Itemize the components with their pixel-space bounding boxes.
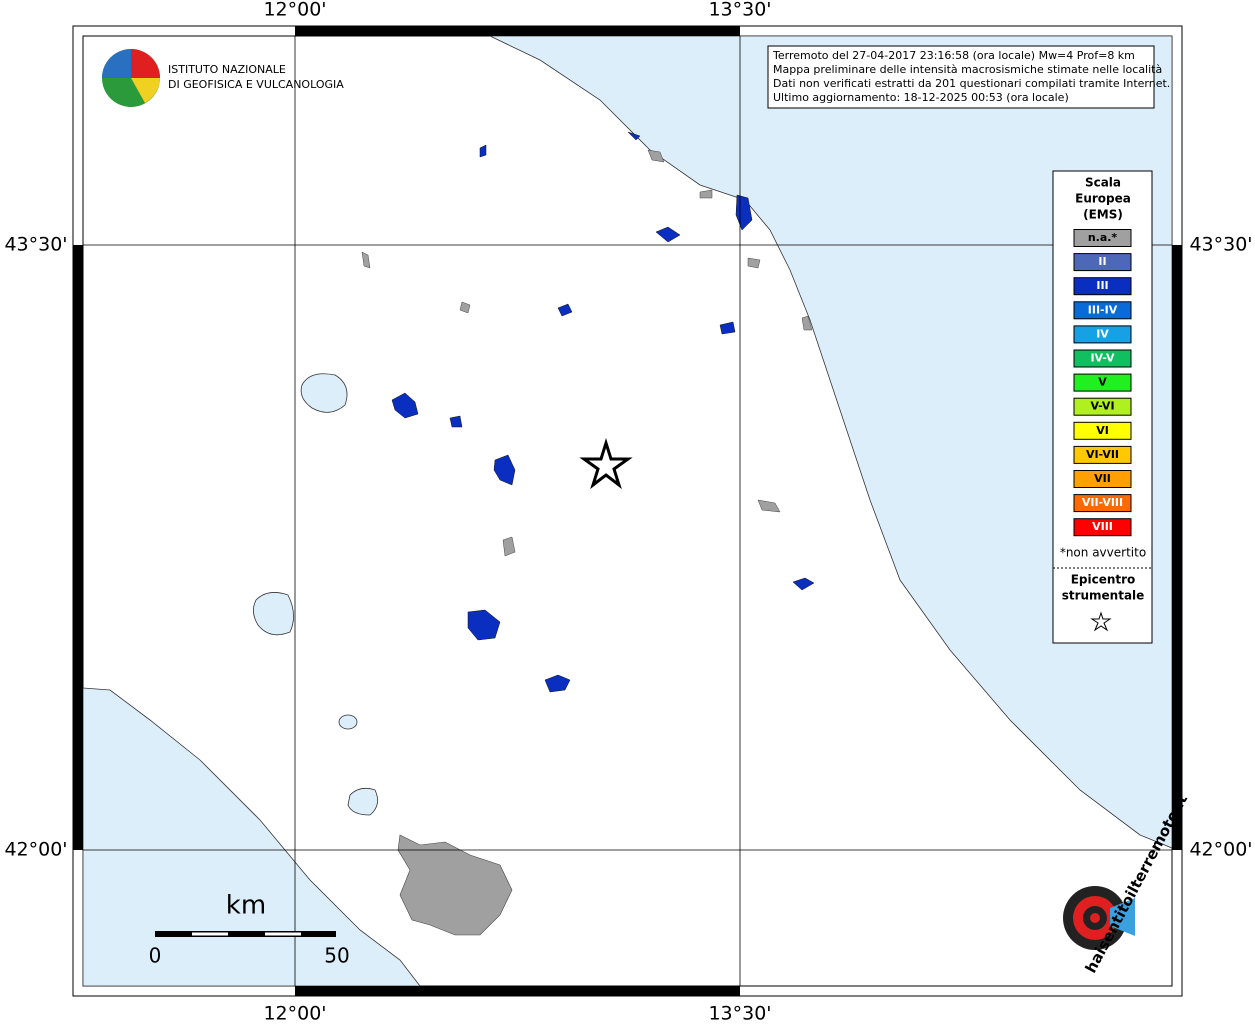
legend-label: V	[1098, 376, 1107, 389]
info-line: Ultimo aggiornamento: 18-12-2025 00:53 (…	[773, 91, 1069, 104]
legend-star	[1090, 611, 1112, 632]
legend-label: V-VI	[1090, 400, 1114, 413]
localities	[391, 131, 815, 693]
legend-swatch	[1073, 518, 1132, 537]
legend-swatch	[1073, 421, 1132, 440]
legend-swatch	[1073, 301, 1132, 320]
legend-label: VII	[1094, 472, 1111, 485]
scale-label: 0	[149, 944, 162, 968]
legend-swatch	[1073, 277, 1132, 296]
legend-label: VII-VIII	[1082, 496, 1123, 509]
info-line: Dati non verificati estratti da 201 ques…	[773, 77, 1170, 90]
lat-label: 43°30'	[4, 234, 67, 256]
legend-note: *non avvertito	[1060, 546, 1146, 560]
lon-label: 12°00'	[263, 1003, 326, 1025]
legend-swatch	[1073, 373, 1132, 392]
legend-epicenter: strumentale	[1062, 589, 1145, 603]
legend-label: II	[1098, 255, 1106, 268]
legend-label: III-IV	[1088, 303, 1118, 316]
lat-label: 43°30'	[1189, 234, 1252, 256]
scale-bar: km 0 50	[149, 891, 350, 968]
info-box	[767, 45, 1155, 109]
localities-na	[361, 149, 813, 557]
legend-label: IV	[1096, 327, 1109, 340]
legend-label: VI-VII	[1086, 448, 1119, 461]
legend-label: VIII	[1092, 520, 1113, 533]
ingv-logo: ISTITUTO NAZIONALE DI GEOFISICA E VULCAN…	[102, 49, 344, 107]
logo-text: DI GEOFISICA E VULCANOLOGIA	[168, 78, 344, 91]
legend-swatch	[1073, 397, 1132, 416]
legend-title: (EMS)	[1083, 208, 1123, 222]
legend-swatch	[1073, 325, 1132, 344]
legend-swatch	[1073, 470, 1132, 488]
legend-label: IV-V	[1090, 352, 1115, 365]
legend-title: Scala	[1085, 176, 1121, 190]
epicenter	[579, 437, 633, 490]
info-line: Terremoto del 27-04-2017 23:16:58 (ora l…	[772, 49, 1135, 62]
legend-label: III	[1096, 279, 1108, 292]
legend-swatch	[1073, 253, 1132, 272]
scale-unit: km	[226, 891, 266, 921]
legend-label: n.a.*	[1088, 231, 1118, 244]
lon-label: 13°30'	[708, 1003, 771, 1025]
lat-label: 42°00'	[4, 839, 67, 861]
scale-label: 50	[324, 944, 349, 968]
legend-swatch	[1073, 445, 1132, 464]
legend-swatch	[1073, 349, 1132, 368]
graticule	[83, 36, 1172, 986]
frame-bars	[73, 26, 1182, 996]
legend-swatch	[1073, 494, 1132, 513]
lakes	[253, 373, 378, 816]
legend-label: VI	[1096, 424, 1109, 437]
legend-title: Europea	[1075, 192, 1131, 206]
lon-label: 12°00'	[263, 0, 326, 21]
rome-area	[397, 834, 513, 936]
lon-label: 13°30'	[708, 0, 771, 21]
legend-swatch	[1073, 229, 1132, 247]
info-line: Mappa preliminare delle intensità macros…	[773, 63, 1162, 76]
legend-epicenter: Epicentro	[1071, 573, 1136, 587]
logo-text: ISTITUTO NAZIONALE	[168, 63, 286, 76]
lat-label: 42°00'	[1189, 839, 1252, 861]
